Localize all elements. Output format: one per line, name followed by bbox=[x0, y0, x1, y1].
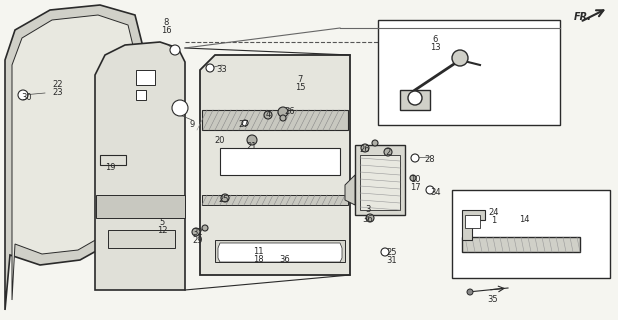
Text: 27: 27 bbox=[239, 120, 249, 129]
Text: 30: 30 bbox=[22, 93, 32, 102]
Text: 33: 33 bbox=[217, 65, 227, 74]
Text: 18: 18 bbox=[253, 255, 263, 264]
Text: 17: 17 bbox=[410, 183, 420, 192]
Text: 24: 24 bbox=[489, 208, 499, 217]
Polygon shape bbox=[96, 195, 185, 218]
Text: 34: 34 bbox=[431, 188, 441, 197]
Circle shape bbox=[452, 50, 468, 66]
Polygon shape bbox=[5, 5, 145, 310]
Polygon shape bbox=[452, 190, 610, 278]
Text: 26: 26 bbox=[285, 107, 295, 116]
Polygon shape bbox=[12, 15, 136, 300]
Circle shape bbox=[384, 148, 392, 156]
Circle shape bbox=[278, 107, 288, 117]
Text: 23: 23 bbox=[53, 88, 63, 97]
Text: 36: 36 bbox=[279, 255, 290, 264]
Polygon shape bbox=[95, 42, 185, 290]
Polygon shape bbox=[200, 55, 350, 275]
Polygon shape bbox=[400, 90, 430, 110]
Circle shape bbox=[247, 135, 257, 145]
Text: 19: 19 bbox=[104, 163, 115, 172]
Text: 5: 5 bbox=[159, 218, 164, 227]
Text: 2: 2 bbox=[386, 148, 391, 157]
Text: 16: 16 bbox=[161, 26, 171, 35]
Circle shape bbox=[411, 154, 419, 162]
Circle shape bbox=[202, 225, 208, 231]
Circle shape bbox=[372, 140, 378, 146]
Text: 36: 36 bbox=[363, 215, 373, 224]
Text: 20: 20 bbox=[214, 136, 225, 145]
Polygon shape bbox=[465, 215, 480, 228]
Circle shape bbox=[170, 45, 180, 55]
Text: 1: 1 bbox=[491, 216, 497, 225]
Text: 12: 12 bbox=[157, 226, 167, 235]
Polygon shape bbox=[202, 195, 348, 205]
Text: 22: 22 bbox=[53, 80, 63, 89]
Text: 28: 28 bbox=[425, 155, 435, 164]
Circle shape bbox=[192, 228, 200, 236]
Circle shape bbox=[426, 186, 434, 194]
Text: 10: 10 bbox=[410, 175, 420, 184]
Text: 8: 8 bbox=[163, 18, 169, 27]
Text: 25: 25 bbox=[387, 248, 397, 257]
Circle shape bbox=[410, 175, 416, 181]
Polygon shape bbox=[462, 237, 580, 252]
Text: 29: 29 bbox=[193, 236, 203, 245]
Circle shape bbox=[206, 64, 214, 72]
Text: 9: 9 bbox=[189, 120, 195, 129]
Circle shape bbox=[18, 90, 28, 100]
Text: 4: 4 bbox=[265, 110, 271, 119]
Circle shape bbox=[242, 120, 248, 126]
Polygon shape bbox=[345, 175, 355, 205]
Circle shape bbox=[408, 91, 422, 105]
Polygon shape bbox=[378, 20, 560, 125]
Text: 26: 26 bbox=[360, 145, 370, 154]
Text: 31: 31 bbox=[387, 256, 397, 265]
Polygon shape bbox=[462, 210, 485, 240]
Circle shape bbox=[366, 214, 374, 222]
Polygon shape bbox=[360, 155, 400, 210]
Polygon shape bbox=[215, 240, 345, 262]
Text: 15: 15 bbox=[295, 83, 305, 92]
Polygon shape bbox=[218, 243, 342, 262]
Polygon shape bbox=[136, 70, 155, 85]
Text: 14: 14 bbox=[519, 215, 529, 224]
Circle shape bbox=[467, 289, 473, 295]
Text: 7: 7 bbox=[297, 75, 303, 84]
Circle shape bbox=[221, 194, 229, 202]
Text: 25: 25 bbox=[219, 195, 229, 204]
Text: 3: 3 bbox=[365, 205, 371, 214]
Circle shape bbox=[361, 144, 369, 152]
Polygon shape bbox=[108, 230, 175, 248]
Polygon shape bbox=[220, 148, 340, 175]
Text: 21: 21 bbox=[247, 142, 257, 151]
Circle shape bbox=[381, 248, 389, 256]
Circle shape bbox=[264, 111, 272, 119]
Circle shape bbox=[280, 115, 286, 121]
Text: 6: 6 bbox=[433, 35, 438, 44]
Polygon shape bbox=[136, 90, 146, 100]
Text: 35: 35 bbox=[488, 295, 498, 304]
Text: FR.: FR. bbox=[574, 12, 592, 22]
Circle shape bbox=[172, 100, 188, 116]
Polygon shape bbox=[355, 145, 405, 215]
Polygon shape bbox=[202, 110, 348, 130]
Text: 32: 32 bbox=[193, 228, 203, 237]
Text: 11: 11 bbox=[253, 247, 263, 256]
Text: 13: 13 bbox=[430, 43, 440, 52]
